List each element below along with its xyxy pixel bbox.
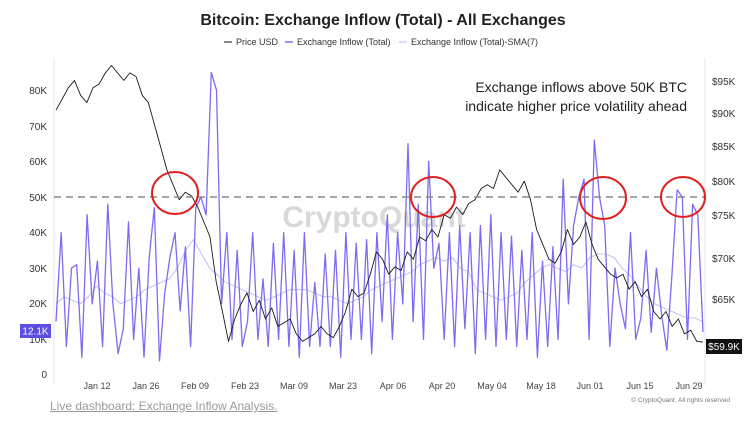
y-left-tick: 50K xyxy=(29,193,47,204)
x-tick: Jun 15 xyxy=(626,381,653,391)
y-right-tick: $65K xyxy=(712,295,736,306)
y-right-tick: $80K xyxy=(712,177,736,188)
y-left-tick: 60K xyxy=(29,157,47,168)
x-tick: May 18 xyxy=(526,381,556,391)
y-axis-left: 0 10K 20K 30K 40K 50K 60K 70K 80K xyxy=(29,86,47,381)
y-left-tick: 10K xyxy=(29,335,47,346)
y-right-tick: $90K xyxy=(712,109,736,120)
y-axis-right: $65K $70K $75K $80K $85K $90K $95K xyxy=(712,77,736,306)
exchange-inflow-line xyxy=(55,71,704,362)
x-tick: May 04 xyxy=(477,381,507,391)
highlight-circle xyxy=(410,176,456,218)
y-left-tick: 20K xyxy=(29,299,47,310)
y-right-tick: $70K xyxy=(712,254,736,265)
current-price-badge: $59.9K xyxy=(706,339,742,354)
price-usd-line xyxy=(55,65,704,343)
copyright: © CryptoQuant. All rights reserved xyxy=(631,396,730,404)
current-inflow-badge-label: 12.1K xyxy=(22,327,48,338)
y-left-tick: 30K xyxy=(29,264,47,275)
current-price-badge-label: $59.9K xyxy=(708,342,740,353)
y-right-tick: $75K xyxy=(712,211,736,222)
x-tick: Apr 06 xyxy=(380,381,407,391)
current-inflow-badge-bg xyxy=(20,324,51,338)
x-tick: Feb 23 xyxy=(231,381,259,391)
y-left-tick: 40K xyxy=(29,228,47,239)
current-inflow-badge: 12.1K xyxy=(20,324,51,338)
highlight-circles xyxy=(151,171,706,220)
legend-sma-label: Exchange Inflow (Total)-SMA(7) xyxy=(411,37,538,47)
x-tick: Jan 12 xyxy=(83,381,110,391)
y-right-tick: $95K xyxy=(712,77,736,88)
annotation-line-2: indicate higher price volatility ahead xyxy=(465,98,687,114)
x-tick: Mar 09 xyxy=(280,381,308,391)
x-tick: Apr 20 xyxy=(429,381,456,391)
dashboard-link[interactable]: Live dashboard: Exchange Inflow Analysis… xyxy=(50,399,278,413)
legend: Price USD Exchange Inflow (Total) Exchan… xyxy=(224,37,538,47)
x-tick: Mar 23 xyxy=(329,381,357,391)
highlight-circle xyxy=(151,171,199,215)
current-price-badge-bg xyxy=(706,339,742,354)
x-axis: Jan 12 Jan 26 Feb 09 Feb 23 Mar 09 Mar 2… xyxy=(83,381,702,391)
y-right-tick: $85K xyxy=(712,142,736,153)
x-tick: Jun 29 xyxy=(675,381,702,391)
annotation-line-1: Exchange inflows above 50K BTC xyxy=(475,79,687,95)
y-left-tick: 70K xyxy=(29,122,47,133)
y-left-tick: 80K xyxy=(29,86,47,97)
legend-price-label: Price USD xyxy=(236,37,279,47)
series-layer xyxy=(55,65,704,362)
y-left-tick: 0 xyxy=(41,370,47,381)
x-tick: Jun 01 xyxy=(576,381,603,391)
highlight-circle xyxy=(660,176,706,218)
x-tick: Feb 09 xyxy=(181,381,209,391)
legend-inflow-label: Exchange Inflow (Total) xyxy=(297,37,391,47)
chart-title: Bitcoin: Exchange Inflow (Total) - All E… xyxy=(200,12,565,29)
highlight-circle xyxy=(579,176,627,220)
x-tick: Jan 26 xyxy=(132,381,159,391)
